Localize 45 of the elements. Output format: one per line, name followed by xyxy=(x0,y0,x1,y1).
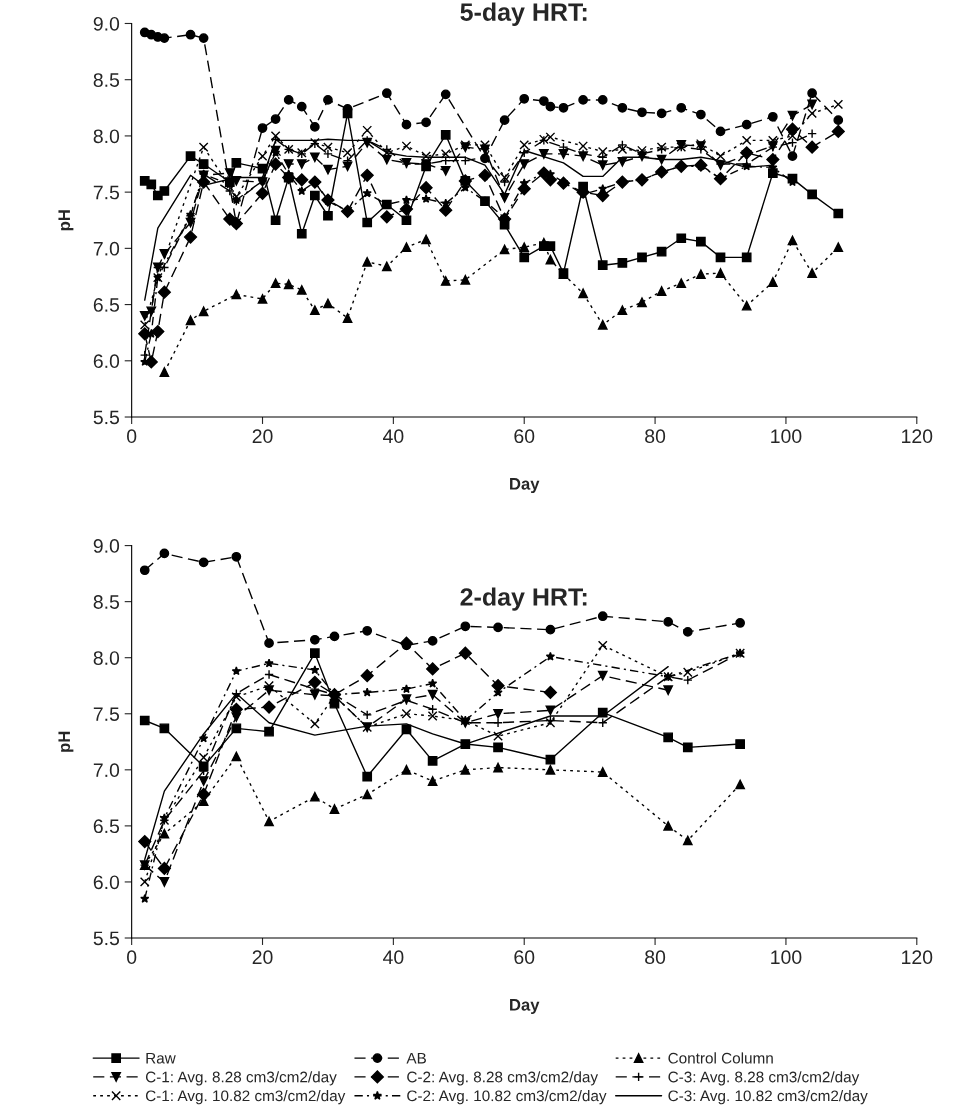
x-tick-label: 60 xyxy=(514,950,535,965)
legend-label: Control Column xyxy=(668,1052,773,1064)
legend-label: C-2: Avg. 10.82 cm3/cm2/day xyxy=(407,1090,607,1105)
y-tick-label: 6.5 xyxy=(93,819,120,834)
y-axis-title: pH xyxy=(58,731,74,752)
x-tick-label: 80 xyxy=(645,429,666,444)
y-tick-label: 9.0 xyxy=(93,16,120,31)
y-tick-label: 8.0 xyxy=(93,129,120,144)
y-tick-label: 7.5 xyxy=(93,185,120,200)
x-tick-label: 0 xyxy=(127,429,137,444)
y-tick-label: 7.0 xyxy=(93,763,120,778)
y-tick-label: 7.5 xyxy=(93,707,120,721)
y-tick-label: 8.5 xyxy=(93,595,120,609)
x-tick-label: 0 xyxy=(127,950,137,965)
x-axis-title: Day xyxy=(510,478,540,494)
x-tick-label: 20 xyxy=(252,950,273,965)
x-tick-label: 120 xyxy=(902,429,933,444)
legend-label: C-2: Avg. 8.28 cm3/cm2/day xyxy=(407,1071,599,1086)
legend-label: C-1: Avg. 10.82 cm3/cm2/day xyxy=(145,1090,346,1105)
y-tick-label: 6.0 xyxy=(93,875,120,890)
legend-label: Raw xyxy=(146,1052,176,1064)
legend-label: AB xyxy=(406,1052,426,1064)
y-tick-label: 5.5 xyxy=(93,931,120,946)
y-tick-label: 7.0 xyxy=(93,241,120,256)
y-tick-label: 6.5 xyxy=(93,298,120,312)
x-tick-label: 120 xyxy=(902,950,933,965)
y-tick-label: 9.0 xyxy=(93,539,120,553)
y-axis-title: pH xyxy=(58,210,74,231)
x-tick-label: 80 xyxy=(645,950,666,965)
y-tick-label: 8.5 xyxy=(93,73,120,87)
legend-label: C-1: Avg. 8.28 cm3/cm2/day xyxy=(145,1071,337,1086)
text: 2-day HRT: xyxy=(460,587,587,611)
x-tick-label: 40 xyxy=(383,429,404,444)
x-tick-label: 40 xyxy=(383,950,404,965)
x-tick-label: 20 xyxy=(252,429,273,444)
x-axis-title: Day xyxy=(510,999,540,1015)
y-tick-label: 6.0 xyxy=(93,354,120,369)
legend-label: C-3: Avg. 10.82 cm3/cm2/day xyxy=(668,1090,868,1105)
x-tick-label: 100 xyxy=(771,429,802,444)
legend-label: C-3: Avg. 8.28 cm3/cm2/day xyxy=(668,1071,860,1086)
y-tick-label: 8.0 xyxy=(93,651,120,665)
y-tick-label: 5.5 xyxy=(93,410,120,425)
x-tick-label: 100 xyxy=(771,950,802,965)
x-tick-label: 60 xyxy=(514,429,535,444)
chart-title: 5-day HRT: xyxy=(460,2,587,26)
